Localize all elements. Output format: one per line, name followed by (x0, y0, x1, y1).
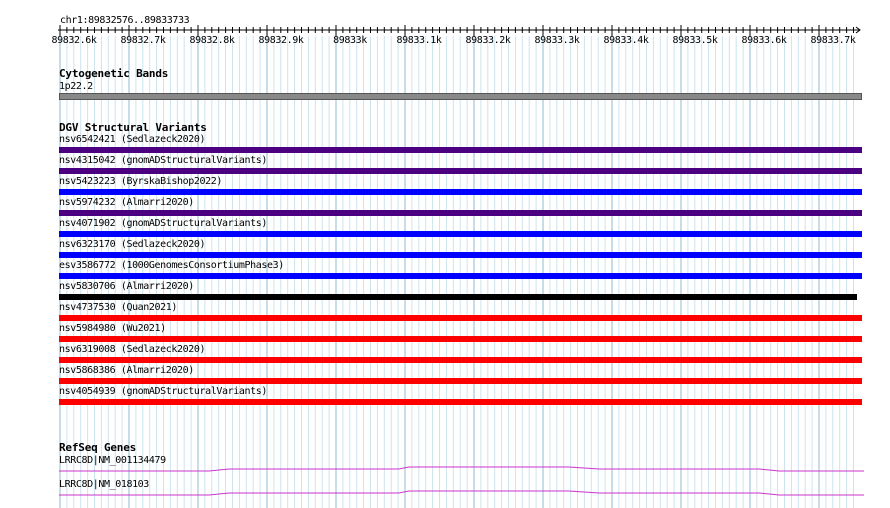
ruler-tick-label: 89833.1k (396, 35, 442, 46)
dgv-variant-bar[interactable] (59, 252, 862, 258)
dgv-variant-label[interactable]: nsv5974232 (Almarri2020) (59, 197, 194, 208)
dgv-variant-label[interactable]: nsv5984980 (Wu2021) (59, 323, 166, 334)
dgv-variant-label[interactable]: nsv6319008 (Sedlazeck2020) (59, 344, 206, 355)
dgv-track-title: DGV Structural Variants (59, 121, 207, 134)
cytoband-label: 1p22.2 (59, 81, 93, 92)
ruler-tick-label: 89833k (333, 35, 367, 46)
ruler-tick-label: 89833.3k (534, 35, 580, 46)
cytoband-track-title: Cytogenetic Bands (59, 67, 169, 80)
dgv-variant-label[interactable]: nsv4315042 (gnomADStructuralVariants) (59, 155, 267, 166)
refseq-gene-label[interactable]: LRRC8D|NM_018103 (59, 479, 149, 490)
region-label: chr1:89832576..89833733 (60, 15, 190, 26)
dgv-variant-bar[interactable] (59, 399, 862, 405)
dgv-variant-label[interactable]: nsv5830706 (Almarri2020) (59, 281, 194, 292)
dgv-variant-label[interactable]: nsv4054939 (gnomADStructuralVariants) (59, 386, 267, 397)
dgv-variant-bar[interactable] (59, 294, 857, 300)
dgv-variant-bar[interactable] (59, 189, 862, 195)
dgv-variant-label[interactable]: nsv5868386 (Almarri2020) (59, 365, 194, 376)
ruler-tick-label: 89832.8k (189, 35, 235, 46)
ruler-tick-label: 89833.7k (810, 35, 856, 46)
ruler-tick-label: 89833.6k (741, 35, 787, 46)
dgv-variant-label[interactable]: nsv6542421 (Sedlazeck2020) (59, 134, 206, 145)
ruler-tick-label: 89833.5k (672, 35, 718, 46)
dgv-variant-label[interactable]: nsv6323170 (Sedlazeck2020) (59, 239, 206, 250)
ruler-tick-label: 89833.2k (465, 35, 511, 46)
ruler-tick-label: 89832.6k (51, 35, 97, 46)
ruler-tick-label: 89832.9k (258, 35, 304, 46)
refseq-gene-line (59, 466, 864, 472)
cytoband-bar[interactable] (59, 93, 862, 100)
dgv-variant-bar[interactable] (59, 357, 862, 363)
ruler-tick-label: 89832.7k (120, 35, 166, 46)
refseq-gene-line (59, 490, 864, 496)
dgv-variant-bar[interactable] (59, 168, 862, 174)
ruler-arrow-icon (855, 26, 861, 34)
refseq-track-title: RefSeq Genes (59, 441, 137, 454)
dgv-variant-label[interactable]: nsv5423223 (ByrskaBishop2022) (59, 176, 222, 187)
coordinate-ruler (58, 25, 861, 36)
refseq-gene-model[interactable] (59, 489, 864, 497)
dgv-variant-bar[interactable] (59, 210, 862, 216)
dgv-variant-label[interactable]: nsv4737530 (Quan2021) (59, 302, 178, 313)
dgv-variant-bar[interactable] (59, 273, 862, 279)
dgv-variant-bar[interactable] (59, 147, 862, 153)
refseq-gene-model[interactable] (59, 465, 864, 473)
refseq-gene-label[interactable]: LRRC8D|NM_001134479 (59, 455, 166, 466)
dgv-variant-label[interactable]: esv3586772 (1000GenomesConsortiumPhase3) (59, 260, 284, 271)
dgv-variant-label[interactable]: nsv4071902 (gnomADStructuralVariants) (59, 218, 267, 229)
dgv-variant-bar[interactable] (59, 336, 862, 342)
dgv-variant-bar[interactable] (59, 231, 862, 237)
dgv-variant-bar[interactable] (59, 378, 862, 384)
ruler-tick-label: 89833.4k (603, 35, 649, 46)
dgv-variant-bar[interactable] (59, 315, 862, 321)
